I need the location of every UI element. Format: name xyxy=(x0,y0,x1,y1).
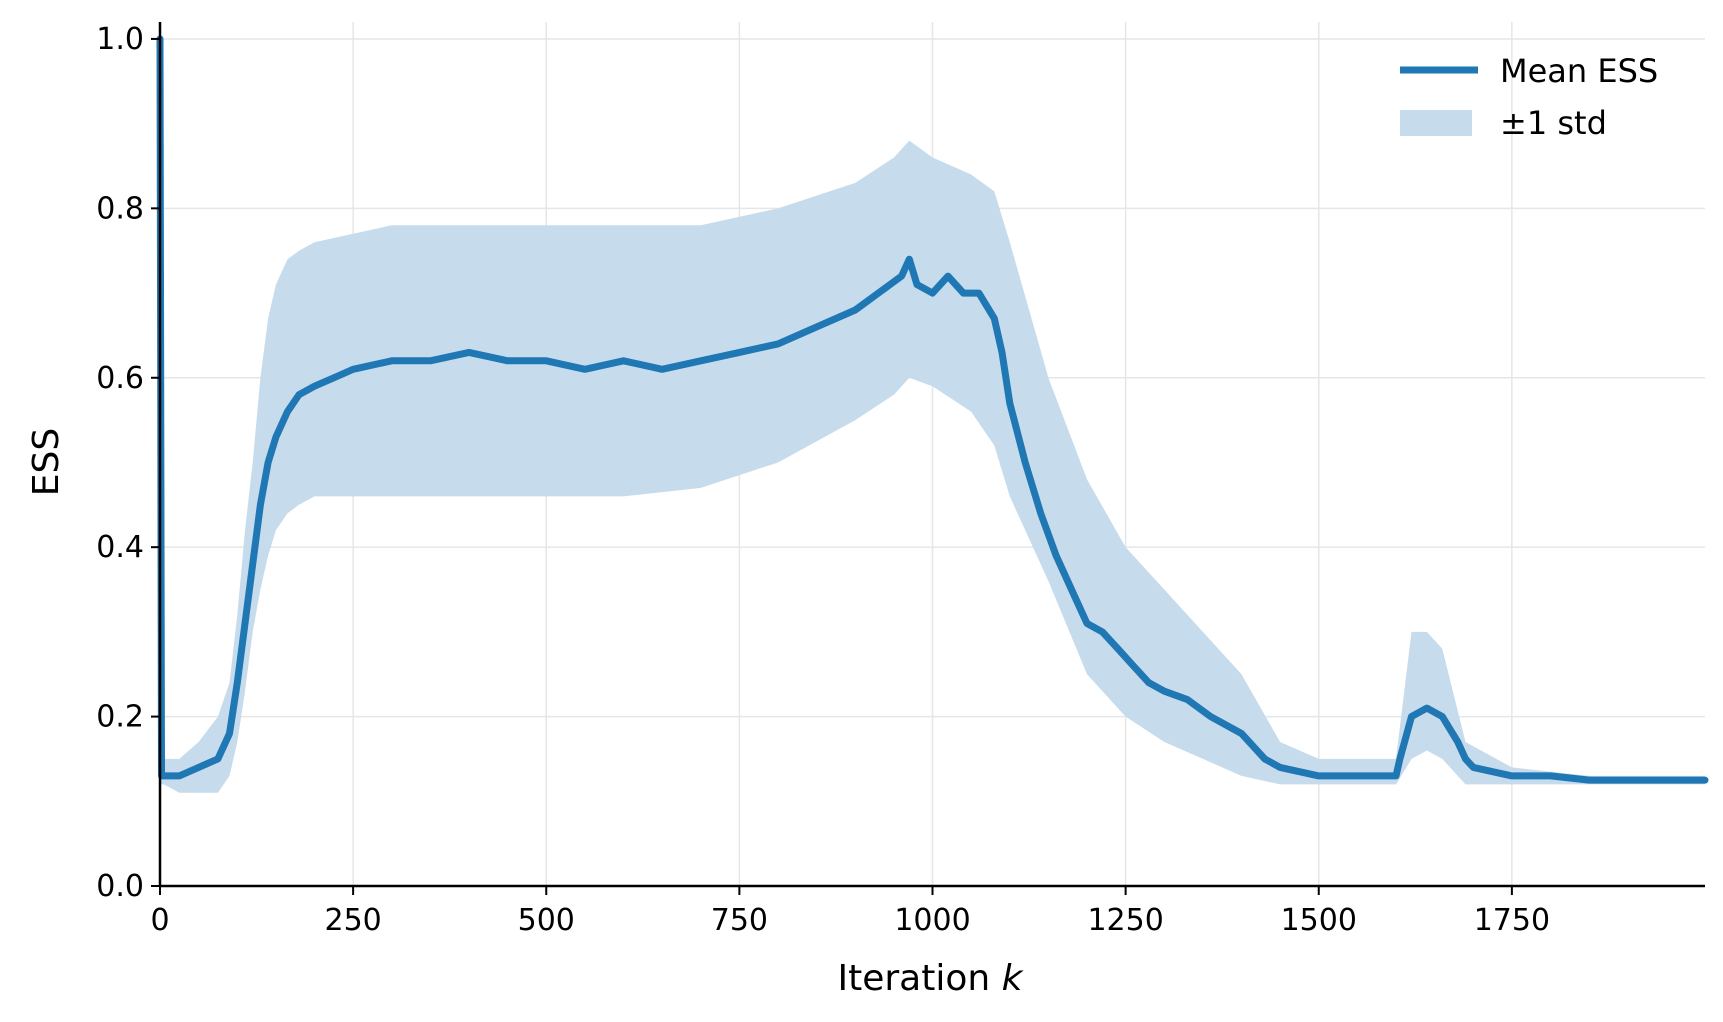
x-tick-label: 1250 xyxy=(1087,903,1163,938)
y-tick-label: 0.4 xyxy=(96,530,144,565)
y-tick-label: 0.0 xyxy=(96,869,144,904)
x-tick-label: 500 xyxy=(518,903,575,938)
y-tick-label: 0.6 xyxy=(96,361,144,396)
x-tick-label: 1750 xyxy=(1474,903,1550,938)
mean-line-layer xyxy=(156,35,1709,784)
y-tick-label: 0.8 xyxy=(96,191,144,226)
x-tick-label: 750 xyxy=(711,903,768,938)
std-band-layer xyxy=(160,140,1705,793)
legend-mean-label: Mean ESS xyxy=(1500,52,1658,90)
x-tick-label: 250 xyxy=(324,903,381,938)
x-tick-label: 0 xyxy=(150,903,169,938)
mean-ess-line xyxy=(156,35,1709,784)
legend-std-label: ±1 std xyxy=(1500,104,1607,142)
y-axis-label: ESS xyxy=(26,428,67,496)
x-tick-label: 1000 xyxy=(894,903,970,938)
legend-std-swatch xyxy=(1400,110,1472,136)
x-axis-label: Iteration k xyxy=(837,958,1024,999)
x-axis-label-text: Iteration xyxy=(837,958,990,999)
ticks: 0 250 500 750 1000 1250 1500 1750 0.0 0.2 0.4 0.6 0.… xyxy=(96,22,1550,938)
y-tick-label: 0.2 xyxy=(96,700,144,735)
x-axis-label-variable: k xyxy=(1002,958,1025,999)
std-band xyxy=(160,140,1705,793)
y-tick-label: 1.0 xyxy=(96,22,144,57)
x-tick-label: 1500 xyxy=(1281,903,1357,938)
legend: Mean ESS ±1 std xyxy=(1400,52,1658,142)
